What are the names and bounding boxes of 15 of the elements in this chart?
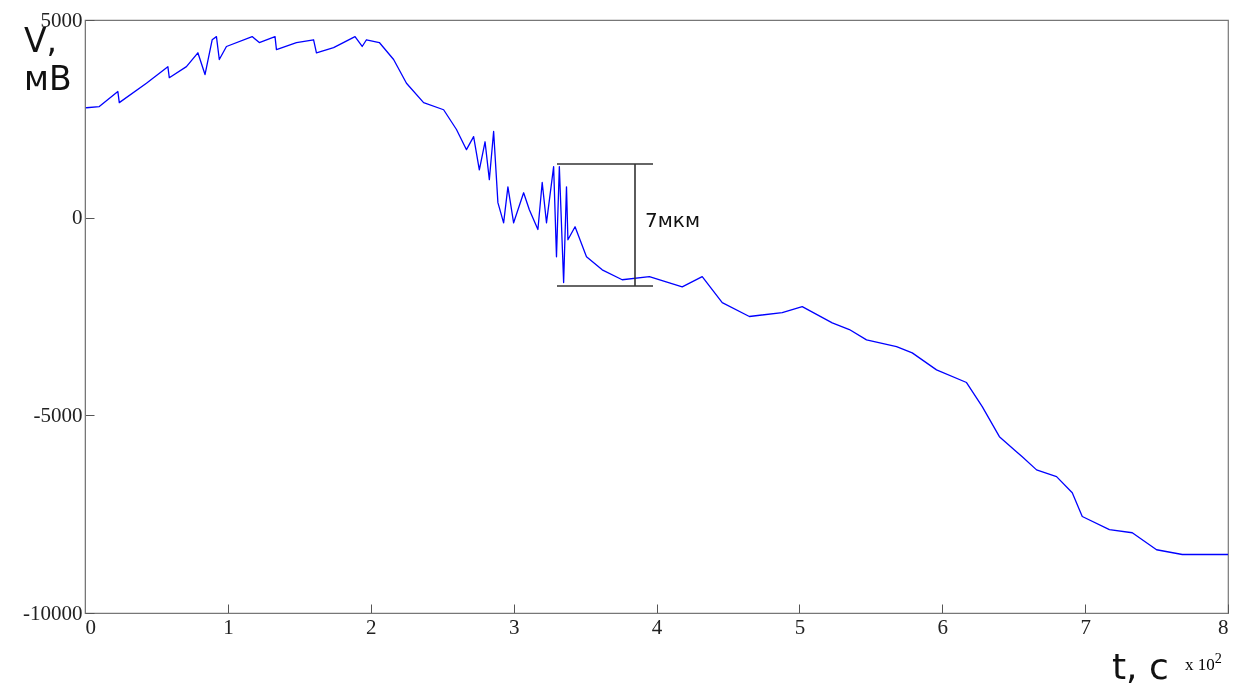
y-tick-label: -5000 [33,402,83,427]
x-tick-label: 7 [1080,614,1091,639]
line-series [85,35,1228,556]
annotation: 7мкм [645,208,700,232]
y-tick-label: 0 [72,205,83,230]
x-tick-label: 3 [508,614,520,639]
x-tick-label: 8 [1218,614,1229,639]
x-tick-label: 4 [651,614,663,639]
y-tick-label: -10000 [23,600,83,625]
x-tick-label: 5 [794,614,806,639]
x-tick-label: 6 [937,614,948,639]
x-axis-title: t, с [1112,646,1169,684]
x-tick-label: 2 [366,614,377,639]
text: x 10$^{2}$ [1185,650,1222,675]
x-tick-label: 1 [223,614,234,639]
